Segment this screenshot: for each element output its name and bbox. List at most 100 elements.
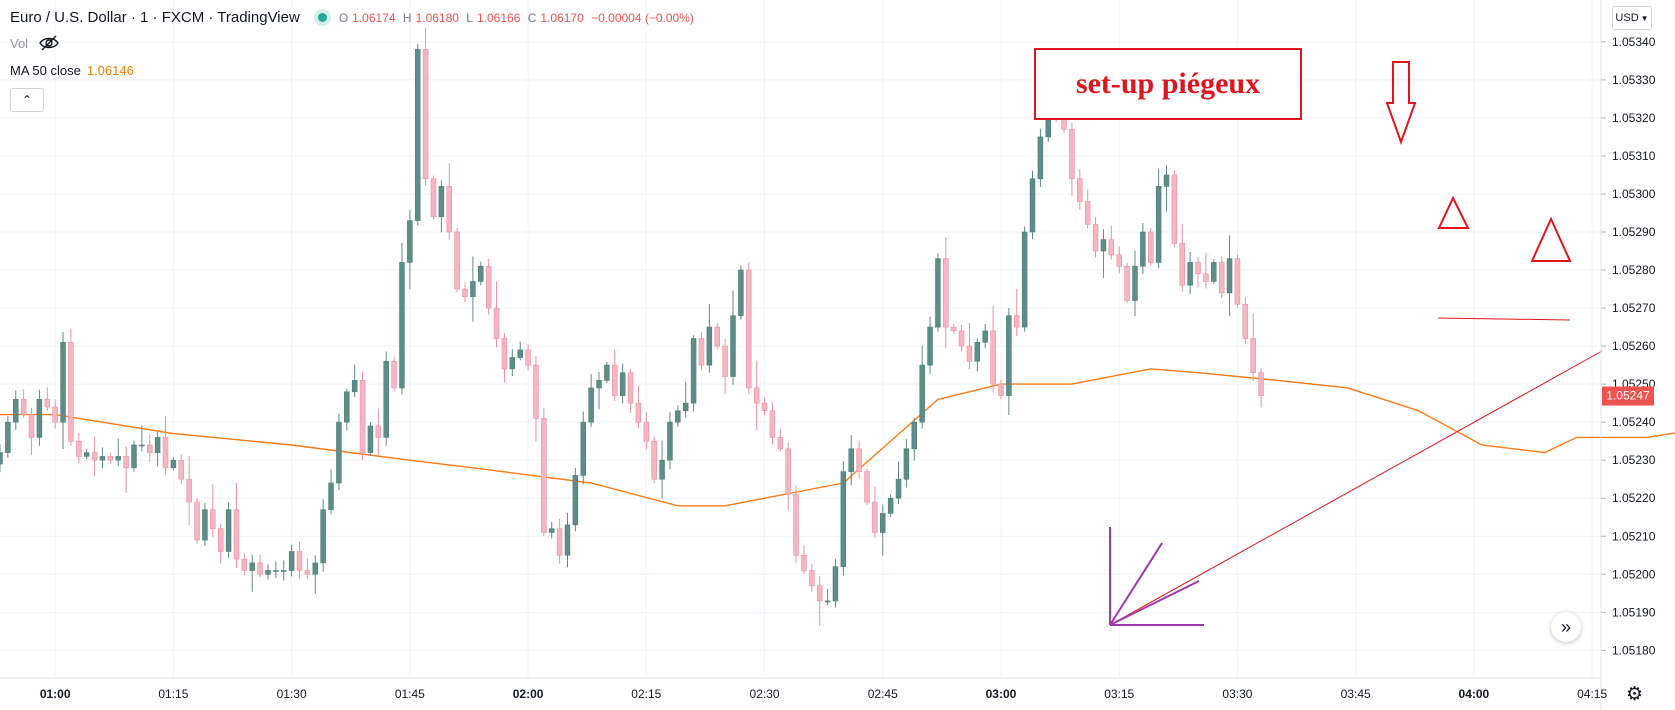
candle-body (478, 265, 484, 282)
candle-body (44, 399, 51, 408)
close-value: 1.06170 (540, 10, 584, 25)
symbol-title[interactable]: Euro / U.S. Dollar · 1 · FXCM · TradingV… (10, 9, 300, 26)
candle-body (414, 49, 421, 221)
chevron-down-icon: ▼ (1640, 13, 1649, 23)
candle-body (391, 361, 397, 389)
high-value: 1.06180 (415, 10, 459, 25)
candle-body (982, 330, 988, 343)
time-tick-label: 04:00 (1459, 687, 1490, 701)
candle-body (344, 391, 350, 423)
candle-body (517, 349, 523, 358)
candle-body (1234, 258, 1241, 305)
annotation-text: set-up piégeux (1075, 67, 1261, 100)
candle-body (911, 421, 918, 450)
candle-body (753, 387, 760, 404)
double-chevron-right-icon: » (1560, 616, 1571, 637)
trendline (1109, 350, 1603, 626)
candle-body (856, 448, 862, 472)
candle-body (1132, 265, 1138, 301)
candle-body (966, 345, 973, 362)
candle-body (5, 421, 11, 453)
candle-body (304, 570, 311, 575)
price-axis[interactable]: 1.05340 1.05330 1.05320 1.05310 1.05300 1.052… (1601, 35, 1656, 658)
change-value: −0.00004 (−0.00%) (591, 10, 694, 25)
candle-body (1250, 338, 1256, 374)
candle-body (210, 509, 216, 529)
candle-body (328, 482, 334, 510)
candle-body (769, 410, 776, 438)
candle-body (1155, 186, 1162, 263)
annotation-box: set-up piégeux (1034, 48, 1302, 120)
candle-body (273, 570, 279, 572)
candle-body (998, 383, 1004, 396)
candle-body (383, 361, 389, 438)
eye-slash-icon[interactable] (38, 35, 60, 51)
candle-body (1195, 262, 1201, 275)
candle-series (0, 28, 1264, 626)
candle-body (564, 524, 571, 556)
candle-body (1203, 273, 1209, 282)
candle-body (848, 448, 854, 472)
candle-body (281, 570, 287, 572)
volume-legend[interactable]: Vol (10, 35, 60, 51)
candle-body (320, 509, 326, 564)
gear-icon: ⚙ (1626, 684, 1644, 705)
candle-body (974, 342, 981, 362)
candle-body (1084, 201, 1091, 225)
candle-body (438, 186, 445, 218)
candle-body (162, 437, 169, 469)
candle-body (722, 345, 728, 377)
candle-body (887, 497, 894, 514)
candle-body (619, 372, 626, 396)
candle-body (1171, 174, 1178, 244)
candle-body (454, 231, 460, 290)
candle-body (470, 281, 476, 297)
price-tick-label: 1.05310 (1612, 149, 1656, 163)
candle-body (690, 338, 697, 404)
candle-body (1014, 315, 1020, 328)
candle-body (927, 326, 933, 366)
candle-body (446, 186, 453, 233)
price-tick-label: 1.05230 (1612, 453, 1656, 467)
candle-body (194, 501, 200, 541)
candle-body (832, 566, 839, 602)
candle-body (809, 570, 815, 587)
candle-body (1037, 136, 1044, 180)
candle-body (816, 585, 823, 602)
candle-body (257, 562, 263, 575)
candle-body (202, 509, 208, 541)
candle-body (265, 570, 271, 575)
candle-body (950, 326, 957, 332)
price-tick-label: 1.05200 (1612, 567, 1656, 581)
time-tick-label: 03:15 (1104, 687, 1134, 701)
candle-body (730, 315, 736, 377)
time-tick-label: 03:45 (1341, 687, 1371, 701)
candle-body (99, 456, 106, 461)
candle-body (643, 421, 650, 442)
candle-body (1211, 262, 1217, 282)
ma-legend[interactable]: MA 50 close 1.06146 (10, 63, 134, 78)
candle-body (225, 509, 232, 552)
candle-body (698, 338, 705, 366)
candle-body (525, 349, 531, 366)
candle-body (1226, 258, 1233, 294)
currency-label: USD (1615, 12, 1639, 24)
candle-body (746, 269, 752, 389)
chart-settings-button[interactable]: ⚙ (1626, 683, 1643, 706)
collapse-legend-button[interactable]: ⌃ (10, 88, 44, 112)
candle-body (83, 452, 90, 457)
time-tick-label: 02:00 (513, 687, 544, 701)
candle-body (1187, 262, 1193, 286)
candle-body (541, 418, 547, 533)
time-axis[interactable]: 01:00 01:15 01:30 01:45 02:00 02:15 02:30 02:45… (40, 687, 1608, 701)
candle-body (123, 456, 129, 469)
low-key: L (466, 10, 473, 25)
candle-body (793, 494, 799, 556)
candle-body (533, 364, 539, 419)
candle-body (430, 178, 437, 218)
currency-selector[interactable]: USD ▼ (1612, 6, 1652, 30)
candle-body (154, 437, 161, 453)
candle-body (1108, 239, 1115, 256)
scroll-to-realtime-button[interactable]: » (1551, 612, 1581, 642)
